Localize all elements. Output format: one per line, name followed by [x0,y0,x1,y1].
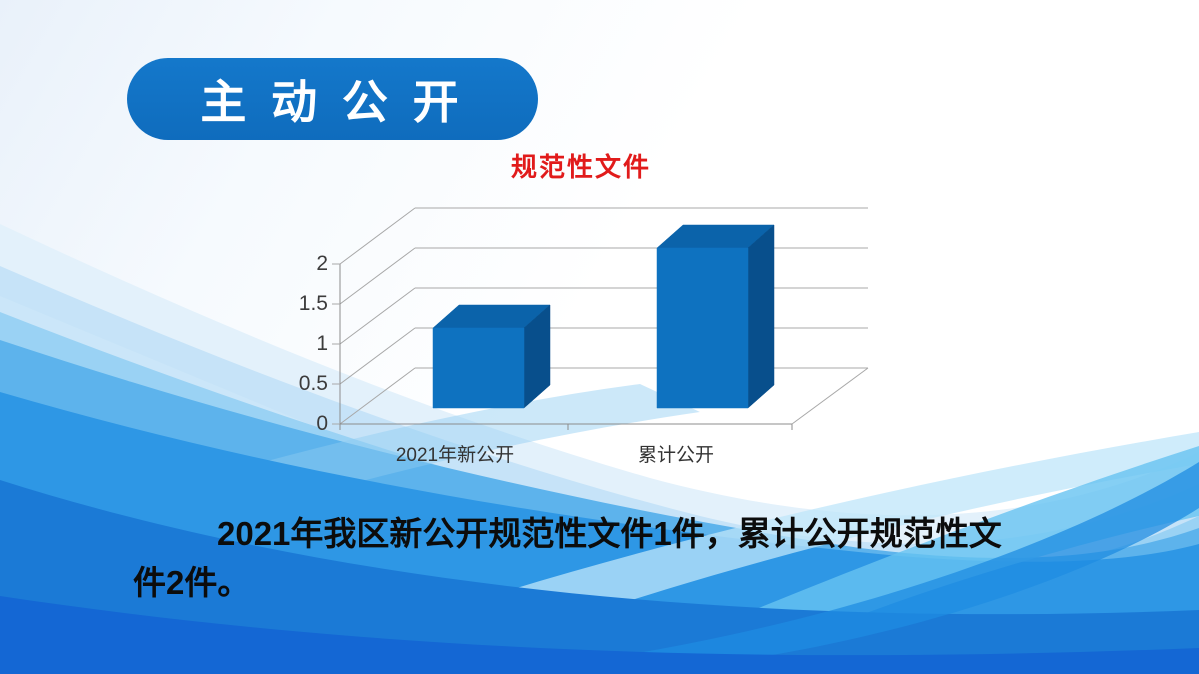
y-axis-tick: 0.5 [298,372,328,395]
x-axis-category: 累计公开 [637,445,714,466]
chart-title: 规范性文件 [510,153,651,182]
caption-paragraph: 2021年我区新公开规范性文件1件，累计公开规范性文 件2件。 [133,509,1058,607]
section-badge: 主 动 公 开 [127,58,538,140]
y-axis-tick: 1.5 [298,292,328,315]
x-axis-category: 2021年新公开 [395,445,515,466]
section-badge-label: 主 动 公 开 [200,76,465,128]
y-axis-tick: 1 [316,332,328,355]
caption-line-2: 件2件。 [133,564,251,601]
caption-line-1: 2021年我区新公开规范性文件1件，累计公开规范性文 [217,515,1002,552]
y-axis-tick: 0 [316,412,328,435]
y-axis-tick: 2 [316,252,328,275]
